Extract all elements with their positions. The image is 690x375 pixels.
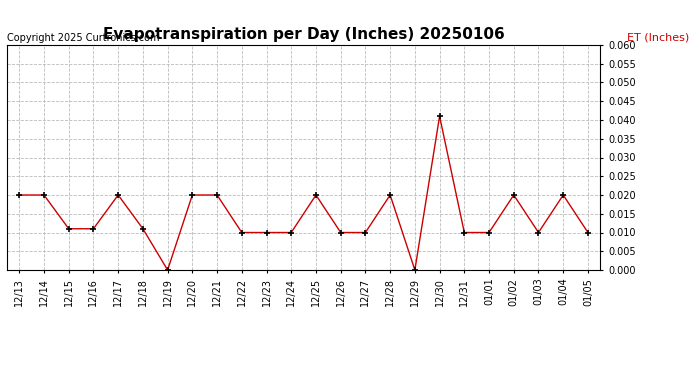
Text: Copyright 2025 Curtronics.com: Copyright 2025 Curtronics.com [7,33,159,43]
Title: Evapotranspiration per Day (Inches) 20250106: Evapotranspiration per Day (Inches) 2025… [103,27,504,42]
Text: ET (Inches): ET (Inches) [627,33,689,43]
